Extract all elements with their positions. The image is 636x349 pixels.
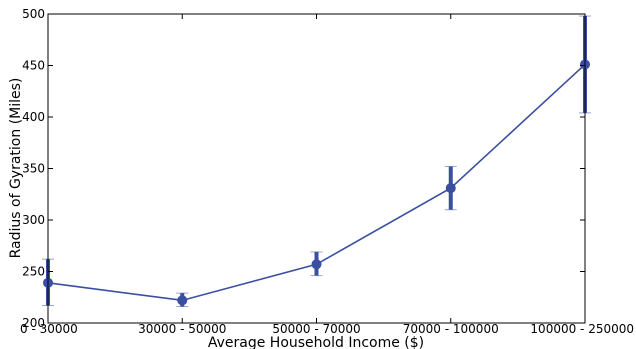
- data-point: [445, 183, 456, 194]
- x-tick-label: 100000 - 250000: [530, 322, 634, 336]
- plot-marks: [42, 15, 591, 308]
- x-tick-label: 30000 - 50000: [138, 322, 226, 336]
- y-tick-label: 500: [22, 7, 45, 21]
- x-tick-label: 70000 - 100000: [403, 322, 499, 336]
- y-tick-label: 450: [22, 59, 45, 73]
- x-axis-title: Average Household Income ($): [208, 335, 424, 349]
- x-axis: 0 - 30000 30000 - 50000 50000 - 70000 70000…: [20, 14, 634, 336]
- y-tick-label: 350: [22, 162, 45, 176]
- data-point: [177, 295, 188, 306]
- y-tick-label: 400: [22, 110, 45, 124]
- y-tick-label: 300: [22, 213, 45, 227]
- y-tick-label: 200: [22, 316, 45, 330]
- x-tick-label: 0 - 30000: [20, 322, 78, 336]
- y-axis-title: Radius of Gyration (Miles): [8, 78, 24, 259]
- y-tick-label: 250: [22, 265, 45, 279]
- plot-frame: [47, 13, 586, 324]
- data-point: [311, 259, 322, 270]
- x-tick-label: 50000 - 70000: [272, 322, 360, 336]
- y-axis: 200 250 300 350 400 450 500: [22, 7, 585, 330]
